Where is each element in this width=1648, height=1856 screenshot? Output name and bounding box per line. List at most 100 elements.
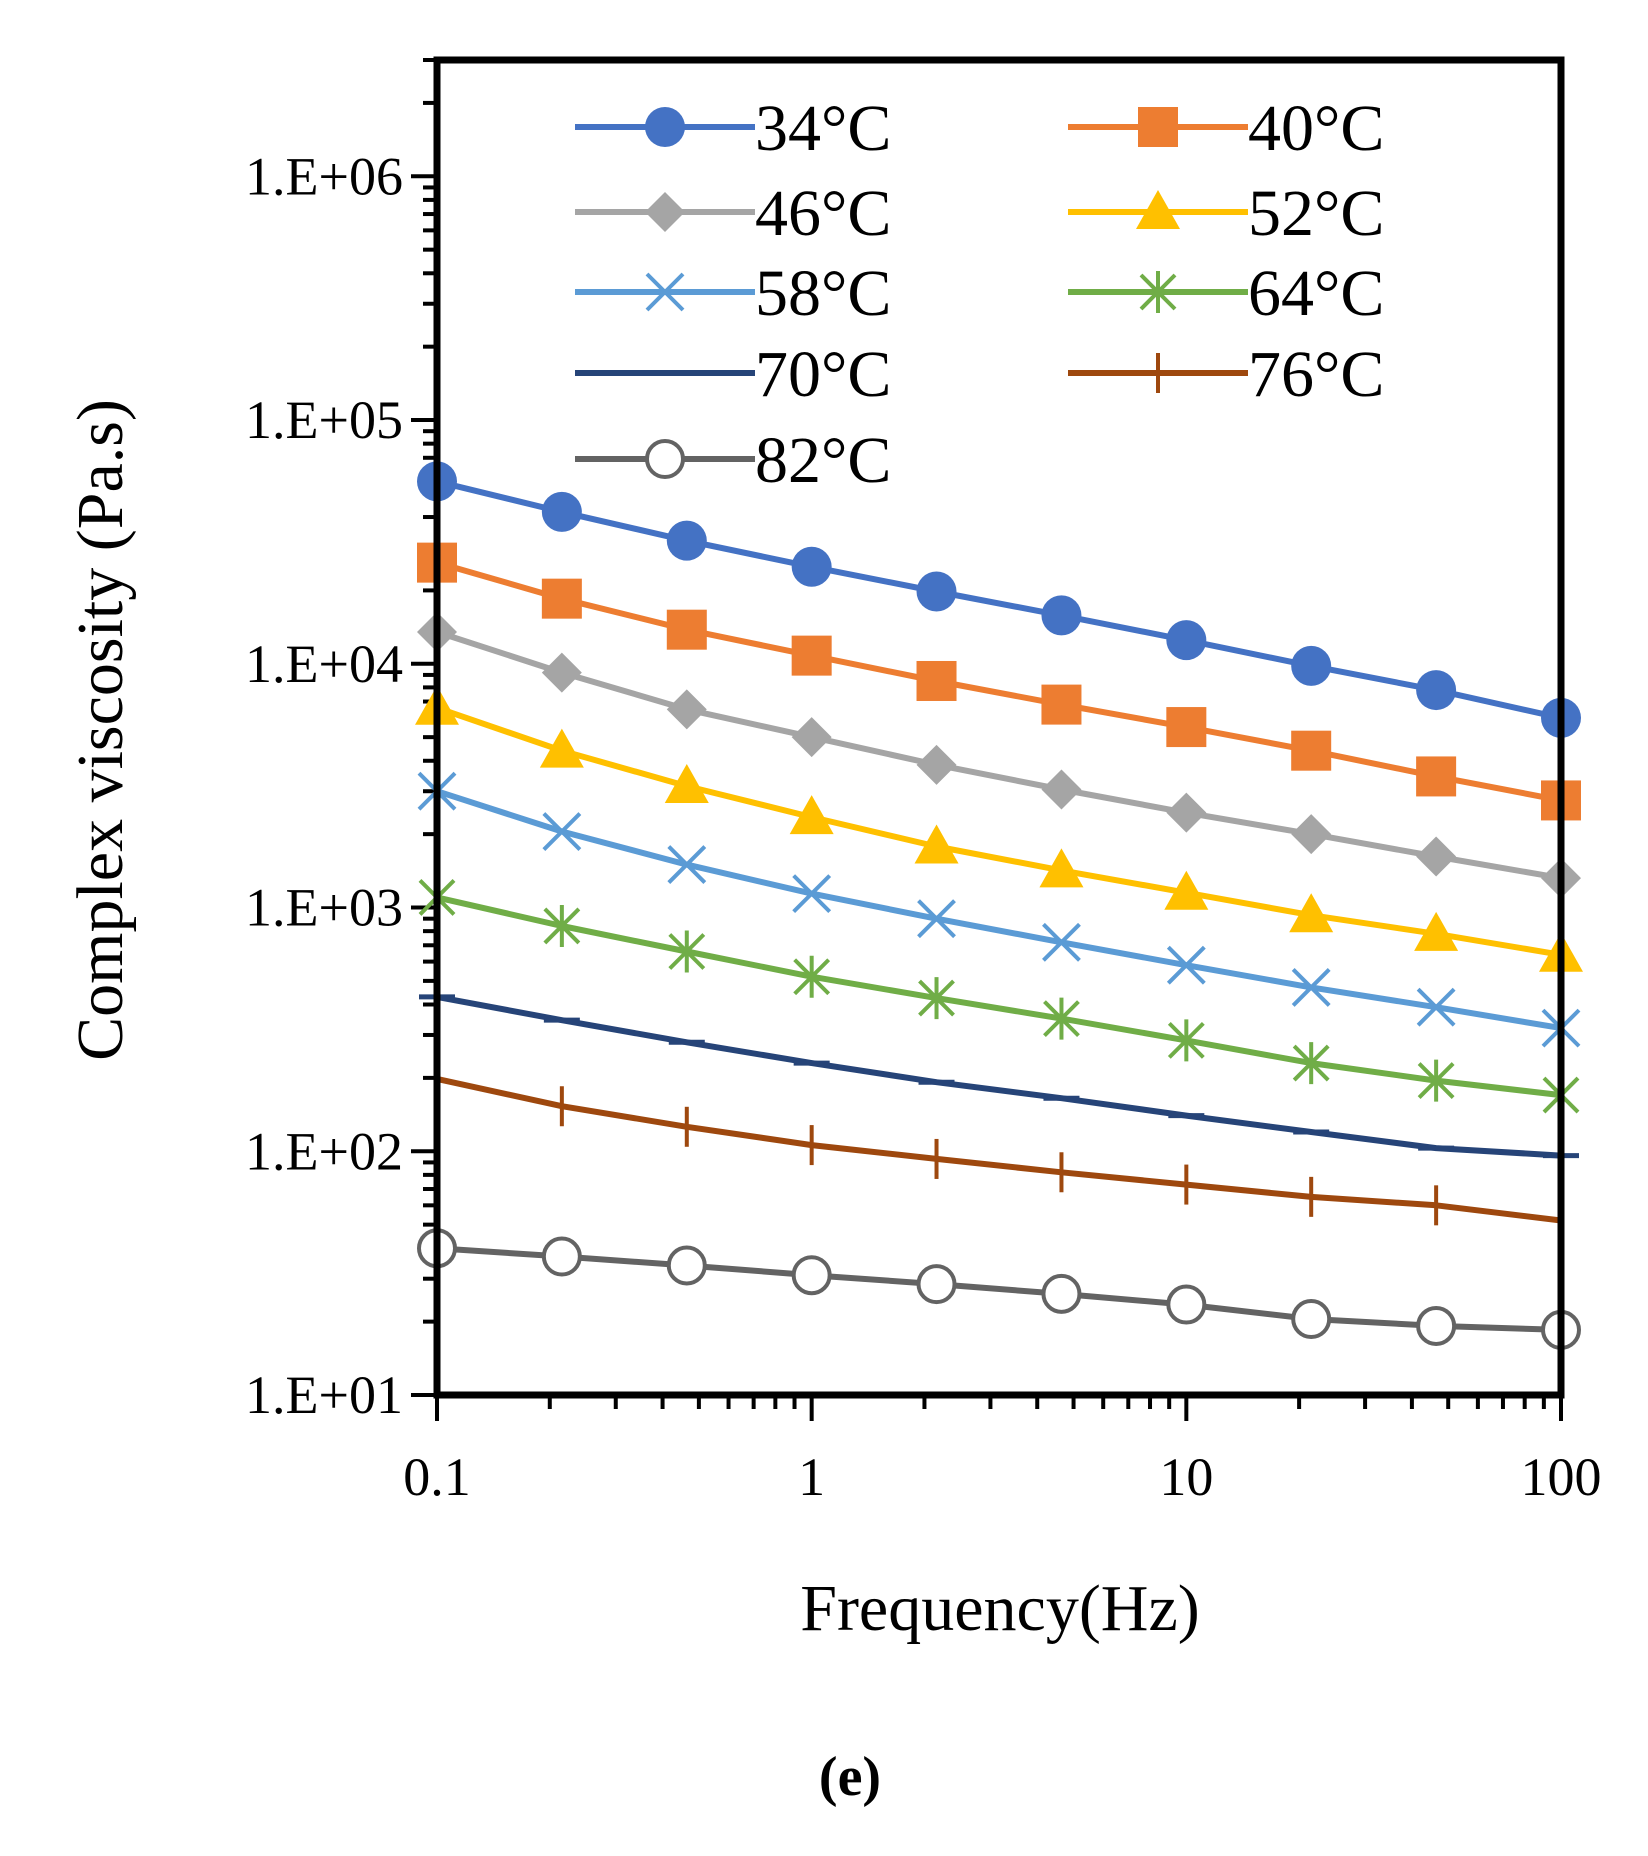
y-tick-label: 1.E+02 — [245, 1121, 403, 1181]
legend-item: 46°C — [575, 177, 891, 250]
series-46°C — [417, 612, 1581, 899]
series-70°C — [419, 993, 1579, 1159]
y-tick-label: 1.E+03 — [245, 878, 403, 938]
data-point — [1041, 595, 1082, 636]
data-point — [789, 795, 834, 835]
legend: 34°C 40°C 46°C 52°C 58°C 64°C 70°C 76°C 82°C — [575, 92, 1384, 497]
legend-label: 52°C — [1248, 177, 1384, 250]
x-tick-label: 0.1 — [403, 1447, 471, 1507]
data-point — [1041, 1273, 1082, 1314]
legend-item: 40°C — [1068, 92, 1384, 165]
legend-label: 40°C — [1248, 92, 1384, 165]
legend-item: 58°C — [575, 257, 891, 330]
legend-marker — [1139, 271, 1177, 313]
data-point — [791, 1255, 832, 1296]
legend-item: 76°C — [1068, 338, 1384, 411]
data-point — [666, 689, 707, 730]
data-point — [541, 491, 582, 532]
y-tick-label: 1.E+04 — [245, 634, 403, 694]
data-point — [543, 904, 581, 947]
figure-caption: (e) — [819, 1746, 881, 1808]
series-line — [436, 1075, 1562, 1224]
series-line — [436, 993, 1562, 1159]
series-64°C — [418, 876, 1580, 1117]
data-point — [793, 955, 831, 998]
data-point — [1289, 893, 1334, 933]
data-point — [916, 744, 957, 785]
data-point — [667, 845, 707, 885]
data-point — [916, 571, 957, 612]
x-tick-label: 100 — [1521, 1447, 1602, 1507]
data-point — [1164, 870, 1209, 910]
data-point — [539, 728, 584, 768]
legend-label: 46°C — [755, 177, 891, 250]
data-point — [1291, 1299, 1332, 1340]
data-point — [916, 660, 957, 701]
legend-marker — [1138, 107, 1178, 147]
data-point — [664, 764, 709, 804]
data-point — [1416, 756, 1457, 797]
data-point — [541, 1236, 582, 1277]
data-point — [918, 977, 955, 1020]
series-line — [436, 629, 1562, 882]
x-axis-title: Frequency(Hz) — [800, 1572, 1199, 1645]
series-line — [436, 559, 1562, 804]
legend-item: 52°C — [1068, 177, 1384, 250]
data-point — [666, 609, 707, 650]
data-point — [541, 652, 582, 693]
data-point — [792, 874, 832, 914]
data-point — [1417, 1059, 1455, 1102]
data-point — [1167, 1019, 1205, 1062]
legend-marker — [645, 107, 685, 147]
data-point — [1416, 987, 1456, 1027]
data-point — [1166, 620, 1207, 661]
data-point — [791, 546, 832, 587]
data-point — [1041, 684, 1082, 725]
series-34°C — [417, 461, 1581, 738]
data-point — [1291, 968, 1331, 1007]
y-axis-title: Complex viscosity (Pa.s) — [64, 399, 137, 1061]
series-line — [436, 894, 1562, 1099]
series-line — [436, 704, 1562, 958]
legend-item: 70°C — [575, 338, 891, 411]
legend-label: 64°C — [1248, 257, 1384, 330]
legend-marker — [645, 192, 685, 232]
data-point — [1292, 1042, 1330, 1085]
y-tick-labels: 1.E+01 1.E+02 1.E+03 1.E+04 1.E+05 1.E+06 — [245, 146, 403, 1425]
y-tick-label: 1.E+06 — [245, 146, 403, 206]
x-tick-label: 10 — [1159, 1447, 1213, 1507]
data-point — [1166, 792, 1207, 833]
data-point — [541, 578, 582, 619]
data-point — [1039, 848, 1084, 888]
x-tick-label: 1 — [798, 1447, 825, 1507]
legend-marker — [645, 439, 685, 479]
legend-marker — [1136, 190, 1180, 229]
data-point — [1291, 814, 1332, 855]
series-layer — [415, 461, 1583, 1350]
data-point — [1416, 1305, 1457, 1346]
data-point — [666, 520, 707, 561]
data-point — [791, 635, 832, 676]
data-point — [1166, 1284, 1207, 1325]
data-point — [916, 1264, 957, 1305]
data-point — [1291, 730, 1332, 771]
data-point — [1414, 911, 1459, 951]
data-point — [917, 899, 956, 939]
series-line — [436, 1245, 1562, 1333]
series-line — [436, 478, 1562, 721]
data-point — [1291, 645, 1332, 686]
data-point — [1416, 670, 1457, 711]
x-tick-labels: 0.1 1 10 100 — [403, 1447, 1601, 1507]
data-point — [1166, 707, 1207, 748]
data-point — [1416, 836, 1457, 877]
data-point — [668, 930, 706, 973]
data-point — [1042, 922, 1081, 962]
y-tick-label: 1.E+01 — [245, 1365, 403, 1425]
data-point — [791, 717, 832, 758]
plot-frame — [433, 56, 1565, 1399]
data-point — [542, 812, 582, 851]
legend-marker — [645, 272, 685, 312]
data-point — [1043, 997, 1080, 1040]
legend-item: 64°C — [1068, 257, 1384, 330]
